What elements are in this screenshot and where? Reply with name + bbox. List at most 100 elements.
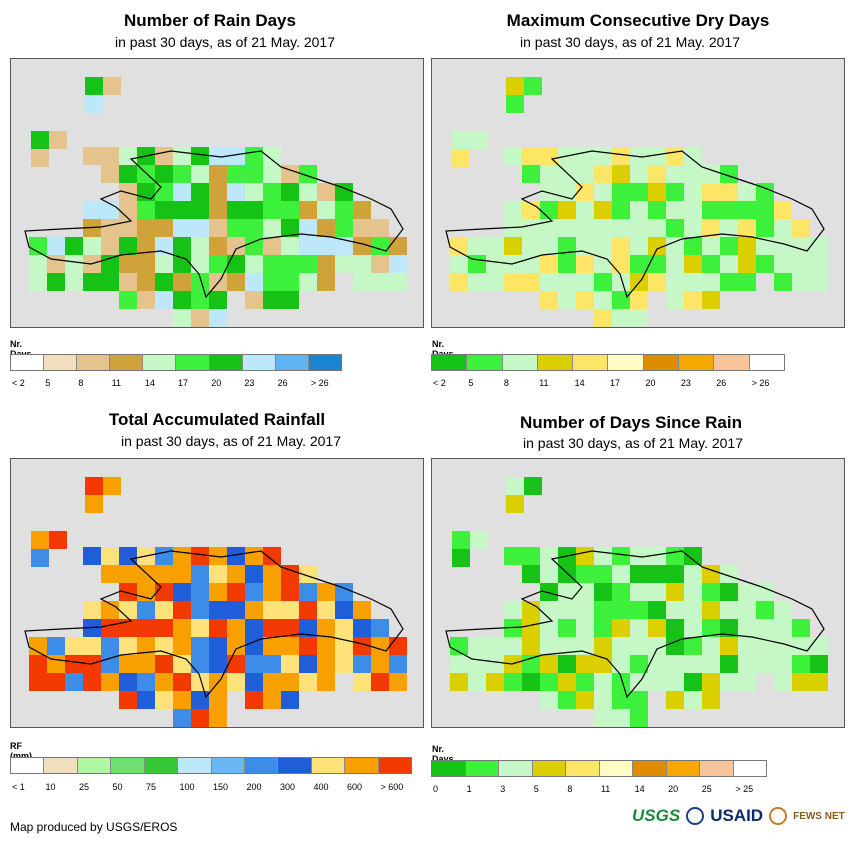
legend-label: > 26 [310,378,329,388]
grid-cell [504,273,522,291]
grid-cell [648,547,666,565]
grid-cell [155,565,173,583]
panel-title: Number of Days Since Rain [519,413,742,432]
legend-label: 0 [433,784,439,794]
grid-cell [452,149,470,167]
coastline-outline [24,550,404,699]
grid-cell [173,237,191,255]
legend-swatch [110,355,144,370]
grid-cell [191,309,209,327]
grid-cell [263,273,281,291]
grid-cell [47,673,65,691]
grid-cell [335,655,353,673]
grid-cell [29,255,47,273]
grid-cell [191,147,209,165]
grid-cell [137,255,155,273]
grid-cell [486,237,504,255]
grid-cell [173,601,191,619]
grid-cell [191,183,209,201]
grid-cell [299,673,317,691]
grid-cell [85,95,103,113]
legend-colorbar [431,760,767,777]
grid-cell [756,637,774,655]
grid-cell [486,655,504,673]
grid-cell [702,691,720,709]
grid-cell [648,165,666,183]
grid-cell [317,619,335,637]
legend-label: 5 [468,378,474,388]
grid-cell [263,637,281,655]
grid-cell [612,147,630,165]
legend-swatch [599,761,633,776]
grid-cell [317,273,335,291]
grid-cell [540,165,558,183]
grid-cell [684,601,702,619]
grid-cell [245,219,263,237]
grid-cell [720,601,738,619]
grid-cell [173,147,191,165]
grid-cell [31,549,49,567]
grid-cell [101,165,119,183]
grid-cell [666,219,684,237]
grid-cell [155,183,173,201]
grid-cell [666,673,684,691]
grid-cell [450,637,468,655]
grid-cell [209,201,227,219]
legend-swatch [11,758,45,773]
grid-cell [558,255,576,273]
grid-cell [666,565,684,583]
grid-cell [299,655,317,673]
grid-cell [281,237,299,255]
panel-subtitle: in past 30 days, as of 21 May. 2017 [520,34,740,50]
grid-cell [119,673,137,691]
grid-cell [281,165,299,183]
grid-cell [558,691,576,709]
legend-label: > 26 [751,378,770,388]
legend-swatch [608,355,644,370]
grid-cell [191,691,209,709]
grid-cell [191,637,209,655]
grid-cell [666,583,684,601]
grid-cell [49,531,67,549]
grid-cell [317,583,335,601]
grid-cell [227,637,245,655]
grid-cell [720,237,738,255]
grid-cell [119,255,137,273]
grid-cell [85,495,103,513]
grid-cell [245,583,263,601]
grid-cell [702,219,720,237]
grid-cell [684,291,702,309]
grid-cell [468,237,486,255]
grid-cell [191,547,209,565]
grid-cell [119,273,137,291]
grid-cell [209,583,227,601]
grid-cell [612,273,630,291]
grid-cell [245,655,263,673]
grid-cell [594,183,612,201]
grid-cell [486,637,504,655]
grid-cell [612,583,630,601]
grid-cell [594,147,612,165]
legend-label: 100 [179,782,195,792]
grid-cell [173,165,191,183]
grid-cell [65,237,83,255]
grid-cell [209,691,227,709]
grid-cell [101,619,119,637]
grid-cell [191,673,209,691]
grid-cell [504,201,522,219]
grid-cell [504,601,522,619]
grid-cell [738,601,756,619]
grid-cell [191,255,209,273]
grid-cell [630,601,648,619]
legend-swatch [44,758,78,773]
grid-cell [371,655,389,673]
grid-cell [155,673,173,691]
grid-cell [792,619,810,637]
grid-cell [371,273,389,291]
grid-cell [612,655,630,673]
grid-cell [65,637,83,655]
grid-cell [666,291,684,309]
grid-cell [594,601,612,619]
grid-cell [522,637,540,655]
legend-swatch [532,761,566,776]
